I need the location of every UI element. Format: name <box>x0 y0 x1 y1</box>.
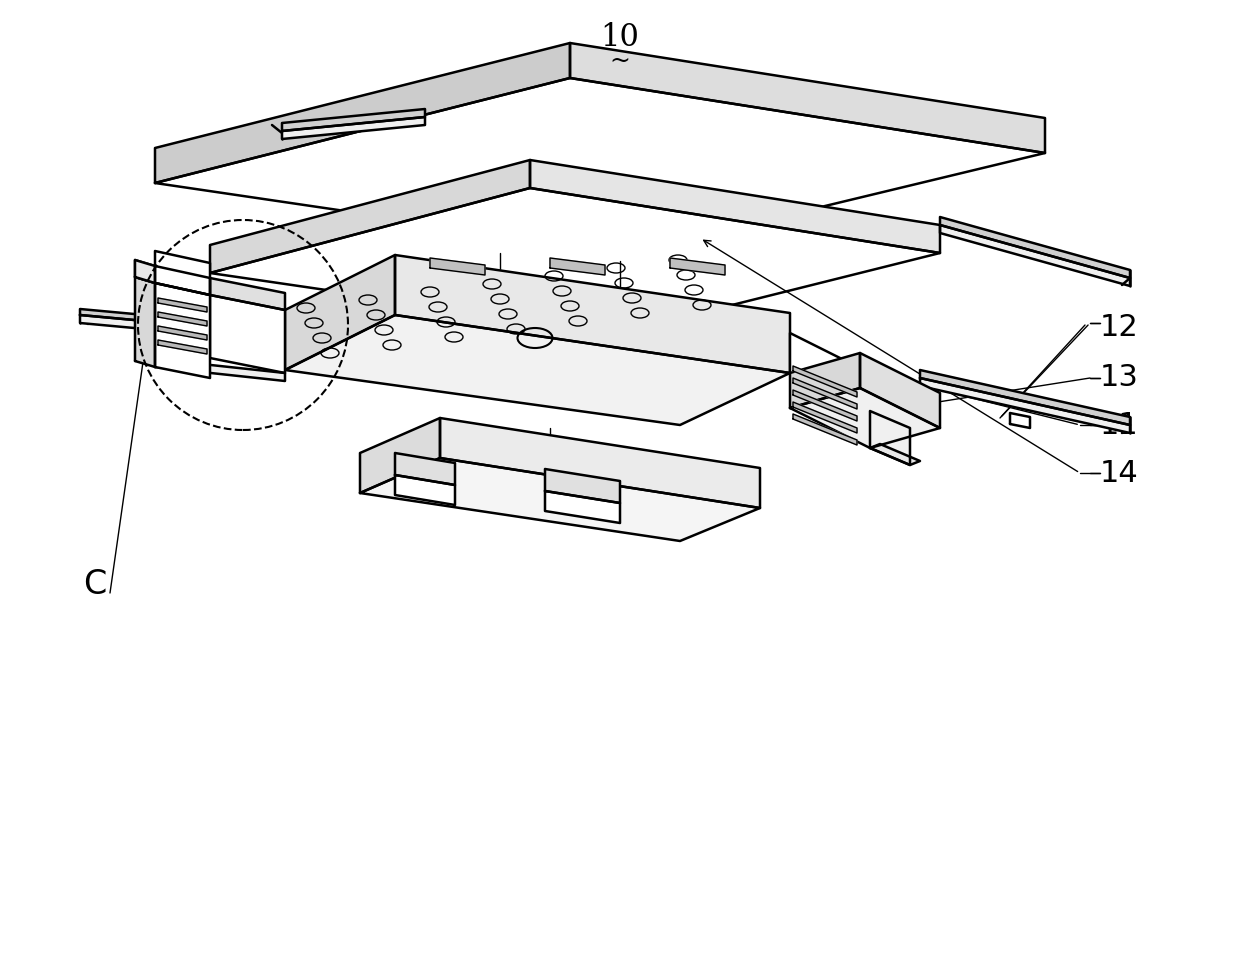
Polygon shape <box>794 390 857 421</box>
Polygon shape <box>1011 413 1030 428</box>
Polygon shape <box>870 411 910 465</box>
Polygon shape <box>396 255 790 373</box>
Polygon shape <box>396 475 455 505</box>
Polygon shape <box>155 359 285 381</box>
Polygon shape <box>570 43 1045 153</box>
Polygon shape <box>790 333 870 413</box>
Polygon shape <box>285 315 790 425</box>
Polygon shape <box>529 160 940 253</box>
Polygon shape <box>790 353 861 408</box>
Polygon shape <box>940 217 1130 278</box>
Polygon shape <box>285 255 396 370</box>
Polygon shape <box>281 109 425 131</box>
Polygon shape <box>360 458 760 541</box>
Polygon shape <box>155 78 1045 253</box>
Polygon shape <box>157 298 207 312</box>
Text: 13: 13 <box>1100 364 1138 392</box>
Text: ~: ~ <box>610 50 630 73</box>
Polygon shape <box>551 258 605 275</box>
Polygon shape <box>157 340 207 354</box>
Polygon shape <box>155 283 210 378</box>
Polygon shape <box>546 469 620 503</box>
Polygon shape <box>210 278 285 310</box>
Polygon shape <box>920 370 1130 425</box>
Polygon shape <box>861 353 940 428</box>
Text: 10: 10 <box>600 22 640 54</box>
Polygon shape <box>794 366 857 397</box>
Polygon shape <box>790 388 940 448</box>
Polygon shape <box>940 225 1130 286</box>
Polygon shape <box>155 251 210 295</box>
Text: 11: 11 <box>1100 411 1138 440</box>
Polygon shape <box>920 378 1130 433</box>
Polygon shape <box>430 258 485 275</box>
Polygon shape <box>135 277 155 367</box>
Polygon shape <box>870 444 920 465</box>
Polygon shape <box>360 418 440 493</box>
Polygon shape <box>157 312 207 326</box>
Polygon shape <box>546 491 620 523</box>
Polygon shape <box>135 260 210 295</box>
Polygon shape <box>210 160 529 273</box>
Text: C: C <box>83 568 107 601</box>
Polygon shape <box>794 378 857 409</box>
Polygon shape <box>794 402 857 433</box>
Polygon shape <box>396 453 455 485</box>
Polygon shape <box>210 295 285 373</box>
Polygon shape <box>135 260 155 283</box>
Polygon shape <box>670 258 725 275</box>
Text: 14: 14 <box>1100 458 1138 487</box>
Polygon shape <box>440 418 760 508</box>
Text: 12: 12 <box>1100 313 1138 342</box>
Polygon shape <box>81 315 210 335</box>
Polygon shape <box>81 309 210 327</box>
Polygon shape <box>155 43 570 183</box>
Polygon shape <box>794 414 857 445</box>
Polygon shape <box>157 326 207 340</box>
Polygon shape <box>281 117 425 139</box>
Polygon shape <box>210 188 940 333</box>
